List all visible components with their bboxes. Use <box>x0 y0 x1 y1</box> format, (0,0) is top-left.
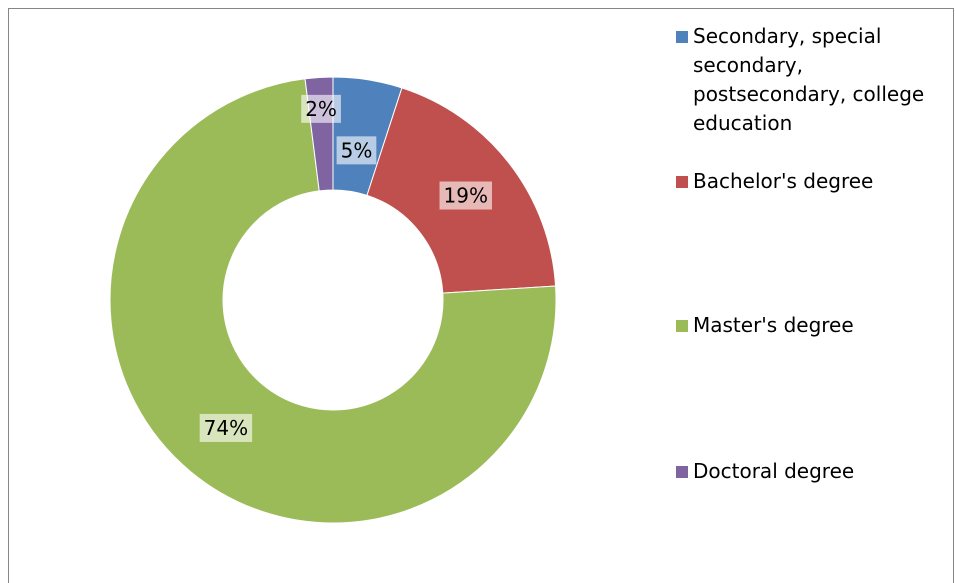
legend-swatch <box>676 466 688 478</box>
data-label-bg <box>439 181 492 210</box>
data-label: 2% <box>305 97 337 121</box>
data-label-bg <box>336 136 377 165</box>
data-label-bg <box>199 413 253 442</box>
legend-swatch <box>676 176 688 188</box>
data-label: 74% <box>204 416 248 440</box>
legend-label: Secondary, special secondary, postsecond… <box>693 24 925 135</box>
legend-swatch <box>676 31 688 43</box>
data-label: 19% <box>444 184 488 208</box>
legend-swatch <box>676 320 688 332</box>
legend-label: Master's degree <box>693 313 854 337</box>
legend-label: Doctoral degree <box>693 459 855 483</box>
data-label: 5% <box>341 138 373 162</box>
data-label-bg <box>301 94 341 123</box>
donut-slice <box>109 78 557 524</box>
legend-label: Bachelor's degree <box>693 169 874 193</box>
